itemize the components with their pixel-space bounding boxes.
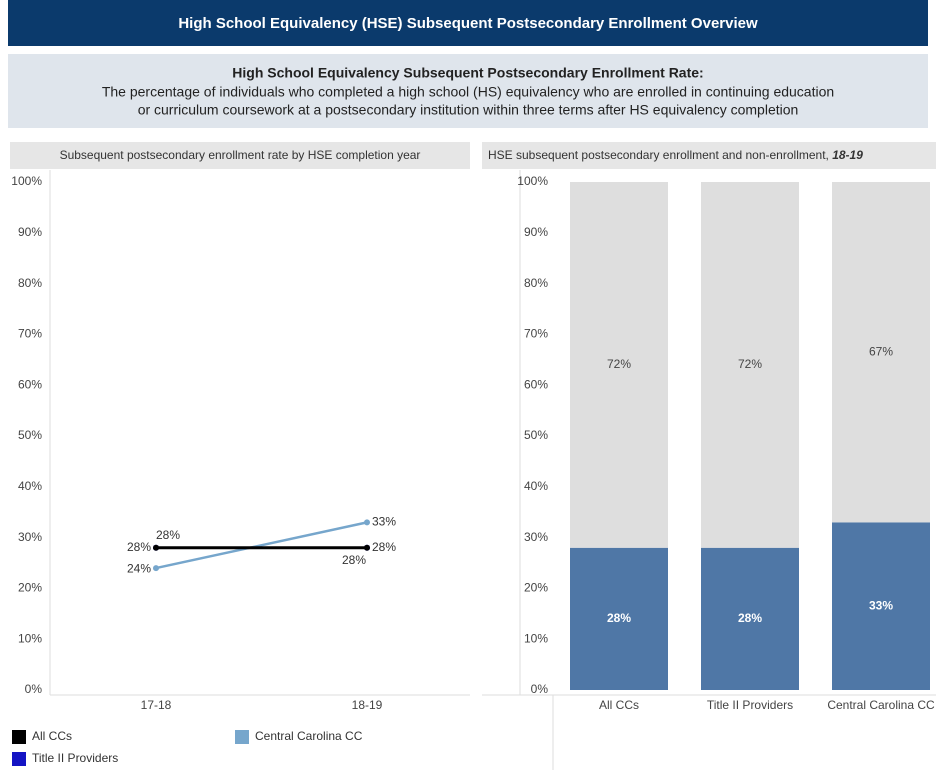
definition-panel — [8, 54, 928, 128]
data-label: 28% — [372, 540, 396, 554]
legend-label: Central Carolina CC — [255, 729, 363, 743]
x-tick-label: Title II Providers — [707, 698, 793, 712]
data-label: 67% — [869, 344, 893, 358]
x-tick-label: 17-18 — [141, 698, 172, 712]
chart-title-text: HSE subsequent postsecondary enrollment … — [488, 148, 832, 162]
page-title: High School Equivalency (HSE) Subsequent… — [178, 15, 758, 32]
data-label: 72% — [607, 357, 631, 371]
point — [364, 544, 370, 551]
legend-swatch — [12, 730, 26, 744]
bar-segment — [570, 547, 668, 690]
chart-title: Subsequent postsecondary enrollment rate… — [60, 148, 421, 162]
bar-segment — [570, 182, 668, 548]
y-tick-label: 0% — [531, 682, 549, 696]
point — [364, 519, 370, 526]
definition-title: High School Equivalency Subsequent Posts… — [232, 65, 703, 81]
y-tick-label: 10% — [524, 631, 548, 645]
data-label: 72% — [738, 357, 762, 371]
y-tick-label: 40% — [18, 479, 42, 493]
chart-title: HSE subsequent postsecondary enrollment … — [488, 148, 863, 162]
y-tick-label: 50% — [18, 428, 42, 442]
y-tick-label: 60% — [18, 377, 42, 391]
y-tick-label: 0% — [25, 682, 43, 696]
y-tick-label: 50% — [524, 428, 548, 442]
data-label: 28% — [127, 540, 151, 554]
y-tick-label: 10% — [18, 631, 42, 645]
legend-label: All CCs — [32, 729, 72, 743]
y-tick-label: 100% — [517, 174, 548, 188]
y-tick-label: 60% — [524, 377, 548, 391]
data-label: 28% — [156, 528, 180, 542]
data-label: 33% — [869, 598, 893, 612]
point — [153, 565, 159, 572]
y-tick-label: 80% — [524, 276, 548, 290]
series-line — [155, 521, 368, 570]
y-tick-label: 70% — [524, 327, 548, 341]
legend-swatch — [12, 752, 26, 766]
data-label: 28% — [342, 553, 366, 567]
x-tick-label: All CCs — [599, 698, 639, 712]
legend-swatch — [235, 730, 249, 744]
chart-title-box — [482, 142, 936, 169]
y-tick-label: 100% — [11, 174, 42, 188]
y-tick-label: 40% — [524, 479, 548, 493]
y-tick-label: 80% — [18, 276, 42, 290]
y-tick-label: 20% — [18, 581, 42, 595]
y-tick-label: 30% — [18, 530, 42, 544]
y-tick-label: 90% — [524, 225, 548, 239]
data-label: 28% — [607, 611, 631, 625]
y-tick-label: 90% — [18, 225, 42, 239]
definition-line: or curriculum coursework at a postsecond… — [138, 102, 799, 118]
bar-segment — [701, 182, 799, 548]
point — [153, 544, 159, 551]
data-label: 24% — [127, 561, 151, 575]
definition-line: The percentage of individuals who comple… — [102, 84, 834, 100]
y-tick-label: 30% — [524, 530, 548, 544]
legend-label: Title II Providers — [32, 751, 118, 765]
data-label: 28% — [738, 611, 762, 625]
bar-segment — [701, 547, 799, 690]
banner — [8, 0, 928, 46]
bar-segment — [832, 182, 930, 523]
chart-title-box — [10, 142, 470, 169]
x-tick-label: Central Carolina CC — [827, 698, 935, 712]
chart-title-emphasis: 18-19 — [832, 148, 863, 162]
x-tick-label: 18-19 — [352, 698, 383, 712]
y-tick-label: 70% — [18, 327, 42, 341]
y-tick-label: 20% — [524, 581, 548, 595]
bar-segment — [832, 522, 930, 690]
data-label: 33% — [372, 515, 396, 529]
